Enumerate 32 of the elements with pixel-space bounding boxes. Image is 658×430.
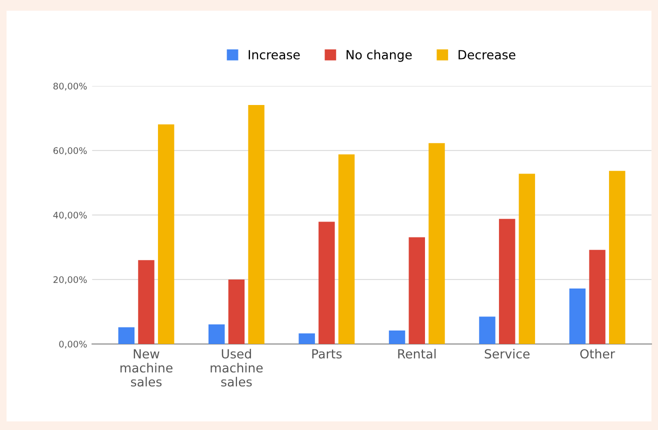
y-tick-label: 80,00% bbox=[53, 82, 87, 90]
bar bbox=[118, 327, 135, 344]
bar bbox=[408, 237, 425, 344]
bar bbox=[298, 333, 315, 344]
bar bbox=[138, 260, 154, 344]
y-tick-label: 0,00% bbox=[59, 340, 87, 348]
y-tick-label: 40,00% bbox=[53, 212, 87, 220]
bar bbox=[428, 143, 445, 344]
x-tick-label: Rental bbox=[398, 348, 436, 359]
bar bbox=[318, 222, 335, 344]
bar bbox=[248, 105, 264, 344]
x-tick-label: New machine sales bbox=[120, 349, 172, 387]
bar bbox=[228, 280, 245, 344]
bar bbox=[518, 174, 536, 344]
legend-label: No change bbox=[346, 50, 412, 62]
bar bbox=[208, 324, 225, 344]
y-tick-label: 60,00% bbox=[53, 147, 87, 155]
bar bbox=[479, 316, 496, 344]
x-tick-label: Parts bbox=[312, 349, 342, 359]
bar bbox=[589, 250, 606, 344]
y-tick-label: 20,00% bbox=[54, 276, 87, 284]
bar bbox=[338, 154, 355, 344]
x-tick-label: Service bbox=[484, 348, 530, 359]
legend-label: Decrease bbox=[458, 50, 516, 60]
x-tick-label: Other bbox=[580, 348, 616, 359]
x-tick-label: Used machine sales bbox=[210, 348, 263, 387]
bar bbox=[158, 124, 174, 344]
bar bbox=[609, 170, 626, 344]
legend-label: Increase bbox=[248, 50, 300, 60]
bar bbox=[388, 330, 406, 344]
bar bbox=[498, 218, 516, 344]
bar bbox=[569, 288, 586, 344]
